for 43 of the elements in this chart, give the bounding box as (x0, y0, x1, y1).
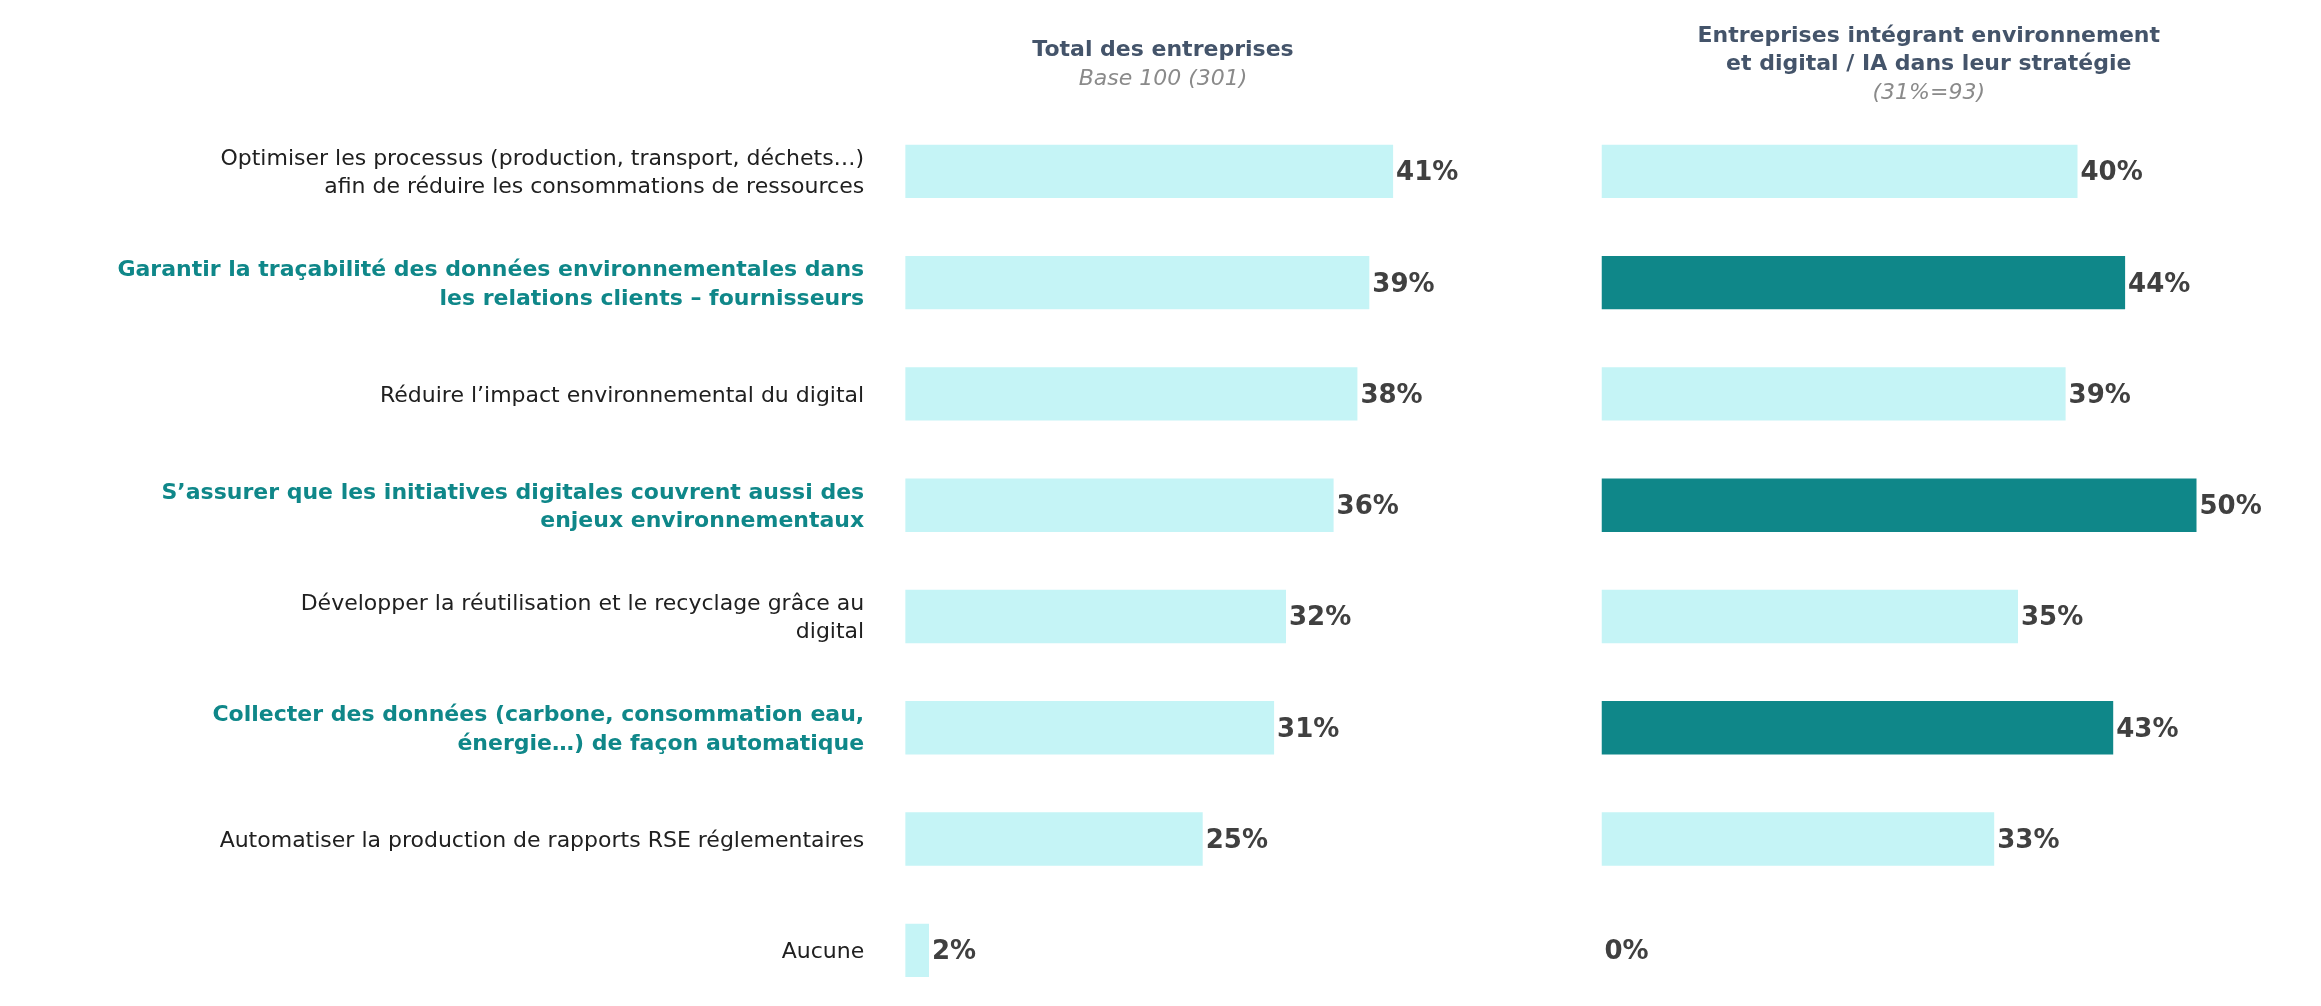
bar (1601, 255, 2126, 310)
bar (905, 255, 1370, 310)
data-label: 31% (1277, 712, 1340, 743)
bar (905, 144, 1394, 199)
bar (1601, 478, 2197, 532)
y-tick-label: Collecter des données (carbone, consommation eau, énergie…) de façon automatique (212, 701, 865, 755)
bar (1601, 589, 2018, 644)
chart-subtitle: (31%=93) (1872, 79, 1986, 105)
y-tick-label: S’assurer que les initiatives digitales couvrent aussi des enjeux environnementaux (161, 478, 865, 533)
bar (1601, 144, 2078, 199)
bar (905, 701, 1275, 755)
data-label: 25% (1205, 824, 1268, 855)
data-label: 35% (2021, 601, 2084, 632)
bar (905, 812, 1203, 866)
data-label: 39% (1372, 267, 1435, 298)
bar (1601, 701, 2114, 755)
bar (905, 923, 929, 978)
bar (1601, 367, 2066, 421)
y-tick-label: Développer la réutilisation et le recyclage grâce au digital (300, 589, 865, 644)
data-label: 33% (1997, 824, 2060, 855)
chart-subtitle: Base 100 (301) (1078, 64, 1248, 90)
chart-title: Entreprises intégrant environnement et digital / IA dans leur stratégie (1697, 21, 2161, 76)
y-tick-label: Garantir la traçabilité des données environnementales dans les relations clients – fournisseurs (117, 256, 865, 310)
y-tick-label: Aucune (781, 938, 865, 964)
bar (905, 367, 1358, 421)
data-label: 43% (2116, 712, 2179, 743)
bar (905, 589, 1286, 644)
data-label: 36% (1336, 490, 1399, 521)
y-tick-label: Optimiser les processus (production, transport, déchets…) afin de réduire les consommations de ressources (220, 144, 865, 199)
data-label: 39% (2068, 378, 2131, 409)
y-tick-label: Automatiser la production de rapports RSE réglementaires (219, 826, 865, 852)
data-label: 38% (1360, 378, 1423, 409)
bar (1601, 812, 1995, 866)
chart-title: Total des entreprises (1032, 36, 1294, 62)
data-label: 41% (1396, 156, 1459, 187)
data-label: 32% (1289, 601, 1352, 632)
data-label: 0% (1604, 935, 1649, 966)
bar (905, 478, 1334, 532)
data-label: 2% (931, 935, 977, 966)
data-label: 40% (2080, 156, 2143, 187)
data-label: 44% (2128, 267, 2191, 298)
y-tick-label: Réduire l’impact environnemental du digital (379, 381, 865, 407)
data-label: 50% (2199, 490, 2262, 521)
